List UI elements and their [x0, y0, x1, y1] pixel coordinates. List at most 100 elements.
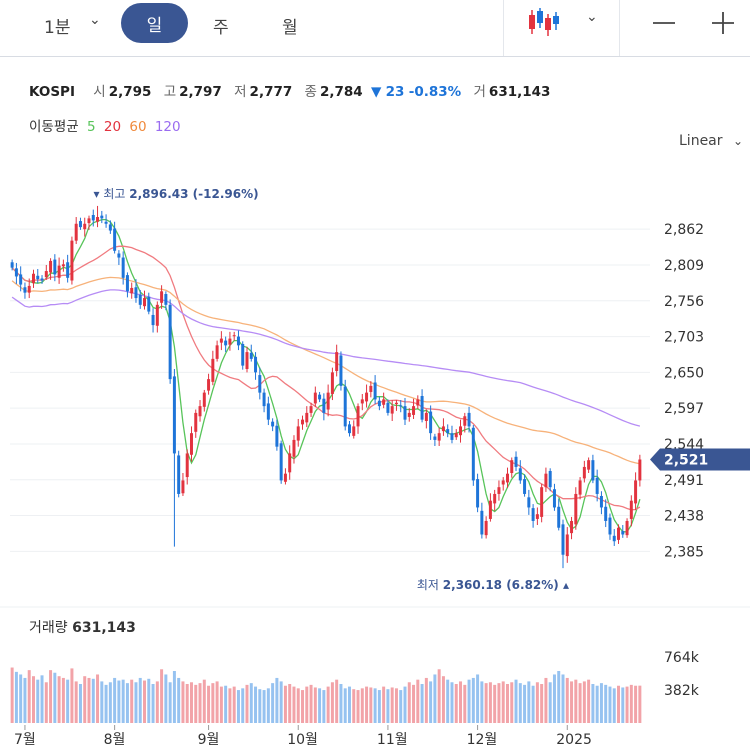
- candle-body: [591, 460, 595, 481]
- x-tick-label: 8월: [104, 732, 126, 748]
- candle-body: [339, 355, 343, 386]
- candle-body: [347, 424, 351, 434]
- candle-body: [527, 497, 531, 508]
- candle: [407, 408, 411, 422]
- candle-body: [113, 228, 117, 251]
- candle-body: [369, 385, 373, 392]
- ma60-line: [11, 276, 641, 465]
- volume-bar: [189, 682, 193, 723]
- candle: [219, 331, 223, 351]
- ma-legend[interactable]: 이동평균 5 20 60 120: [29, 115, 181, 135]
- chart-type-chevron-icon[interactable]: ⌄: [586, 9, 598, 25]
- low-label: 저: [234, 84, 247, 100]
- period-tab-day[interactable]: 일: [121, 3, 188, 43]
- candle: [467, 406, 471, 433]
- candle-body: [420, 396, 424, 420]
- volume-bar: [151, 684, 155, 723]
- volume-bar: [100, 681, 104, 723]
- candle: [31, 269, 35, 288]
- zoom-out-icon[interactable]: [652, 12, 676, 36]
- volume-bar: [104, 684, 108, 723]
- volume-bar: [365, 686, 369, 723]
- scale-mode-dropdown[interactable]: Linear ⌄: [679, 133, 743, 149]
- volume-bar: [27, 670, 31, 723]
- candle-body: [382, 399, 386, 405]
- volume-bar: [326, 686, 330, 723]
- candle: [113, 221, 117, 254]
- candle-body: [510, 460, 514, 474]
- candle-body: [104, 221, 108, 224]
- volume-bar: [394, 688, 398, 723]
- close-label: 종: [304, 84, 317, 100]
- candle: [484, 516, 488, 539]
- candle-type-icon[interactable]: [526, 6, 562, 38]
- x-tick-label: 11월: [377, 732, 408, 748]
- candle-body: [604, 506, 608, 521]
- candle-body: [189, 433, 193, 455]
- volume-bar: [14, 671, 18, 723]
- candle: [548, 468, 552, 492]
- candle: [356, 403, 360, 434]
- candle-body: [207, 379, 211, 391]
- candle-body: [548, 470, 552, 488]
- candle: [78, 217, 82, 230]
- volume-bar: [258, 689, 262, 723]
- volume-bar: [599, 683, 603, 723]
- candle-body: [399, 405, 403, 407]
- volume-bar: [49, 670, 53, 723]
- volume-bar: [10, 667, 14, 723]
- candle-body: [608, 517, 612, 535]
- chevron-down-icon[interactable]: ⌄: [89, 12, 101, 28]
- volume-bar: [407, 682, 411, 723]
- candle-body: [629, 500, 633, 519]
- x-tick-label: 10월: [287, 732, 318, 748]
- max-annotation: ▾ 최고 2,896.43 (-12.96%): [94, 187, 259, 201]
- volume-bar: [232, 686, 236, 723]
- zoom-in-icon[interactable]: [711, 12, 735, 36]
- candle: [595, 469, 599, 502]
- volume-value: 631,143: [488, 84, 551, 100]
- volume-bar: [168, 682, 172, 723]
- period-tab-week[interactable]: 주: [213, 18, 229, 38]
- candle-body: [10, 262, 14, 268]
- ma20-label: 20: [103, 119, 122, 135]
- ma20-line: [11, 245, 641, 511]
- grid-lines: [0, 228, 750, 752]
- candle: [215, 340, 219, 362]
- volume-bar: [535, 682, 539, 723]
- volume-bar: [441, 676, 445, 723]
- interval-dropdown[interactable]: 1분: [44, 18, 71, 38]
- volume-bar: [382, 686, 386, 723]
- candles: [10, 205, 642, 569]
- candle-body: [134, 287, 138, 299]
- volume-bar: [91, 678, 95, 723]
- annotations: ▾ 최고 2,896.43 (-12.96%) 최저 2,360.18 (6.82…: [94, 187, 750, 592]
- candle-body: [57, 265, 61, 278]
- volume-bar: [78, 684, 82, 723]
- period-tab-month[interactable]: 월: [282, 18, 298, 38]
- volume-bar: [454, 684, 458, 723]
- candle: [352, 420, 356, 439]
- candle-body: [441, 426, 445, 432]
- candle: [365, 384, 369, 408]
- candle-body: [155, 304, 159, 326]
- candle: [211, 350, 215, 386]
- candle: [505, 467, 509, 488]
- volume-bar: [459, 681, 463, 723]
- volume-bar: [360, 688, 364, 723]
- candle-body: [373, 382, 377, 400]
- candle: [591, 454, 595, 484]
- candle-body: [518, 468, 522, 481]
- candle: [373, 375, 377, 405]
- candle: [318, 391, 322, 403]
- candle-body: [266, 403, 270, 420]
- candle-body: [61, 264, 65, 267]
- candle: [412, 398, 416, 419]
- candle: [91, 209, 95, 227]
- candle-body: [343, 386, 347, 427]
- ma120-label: 120: [154, 119, 181, 135]
- ma5-line: [11, 218, 641, 533]
- candle: [403, 398, 407, 426]
- candle-body: [301, 419, 305, 425]
